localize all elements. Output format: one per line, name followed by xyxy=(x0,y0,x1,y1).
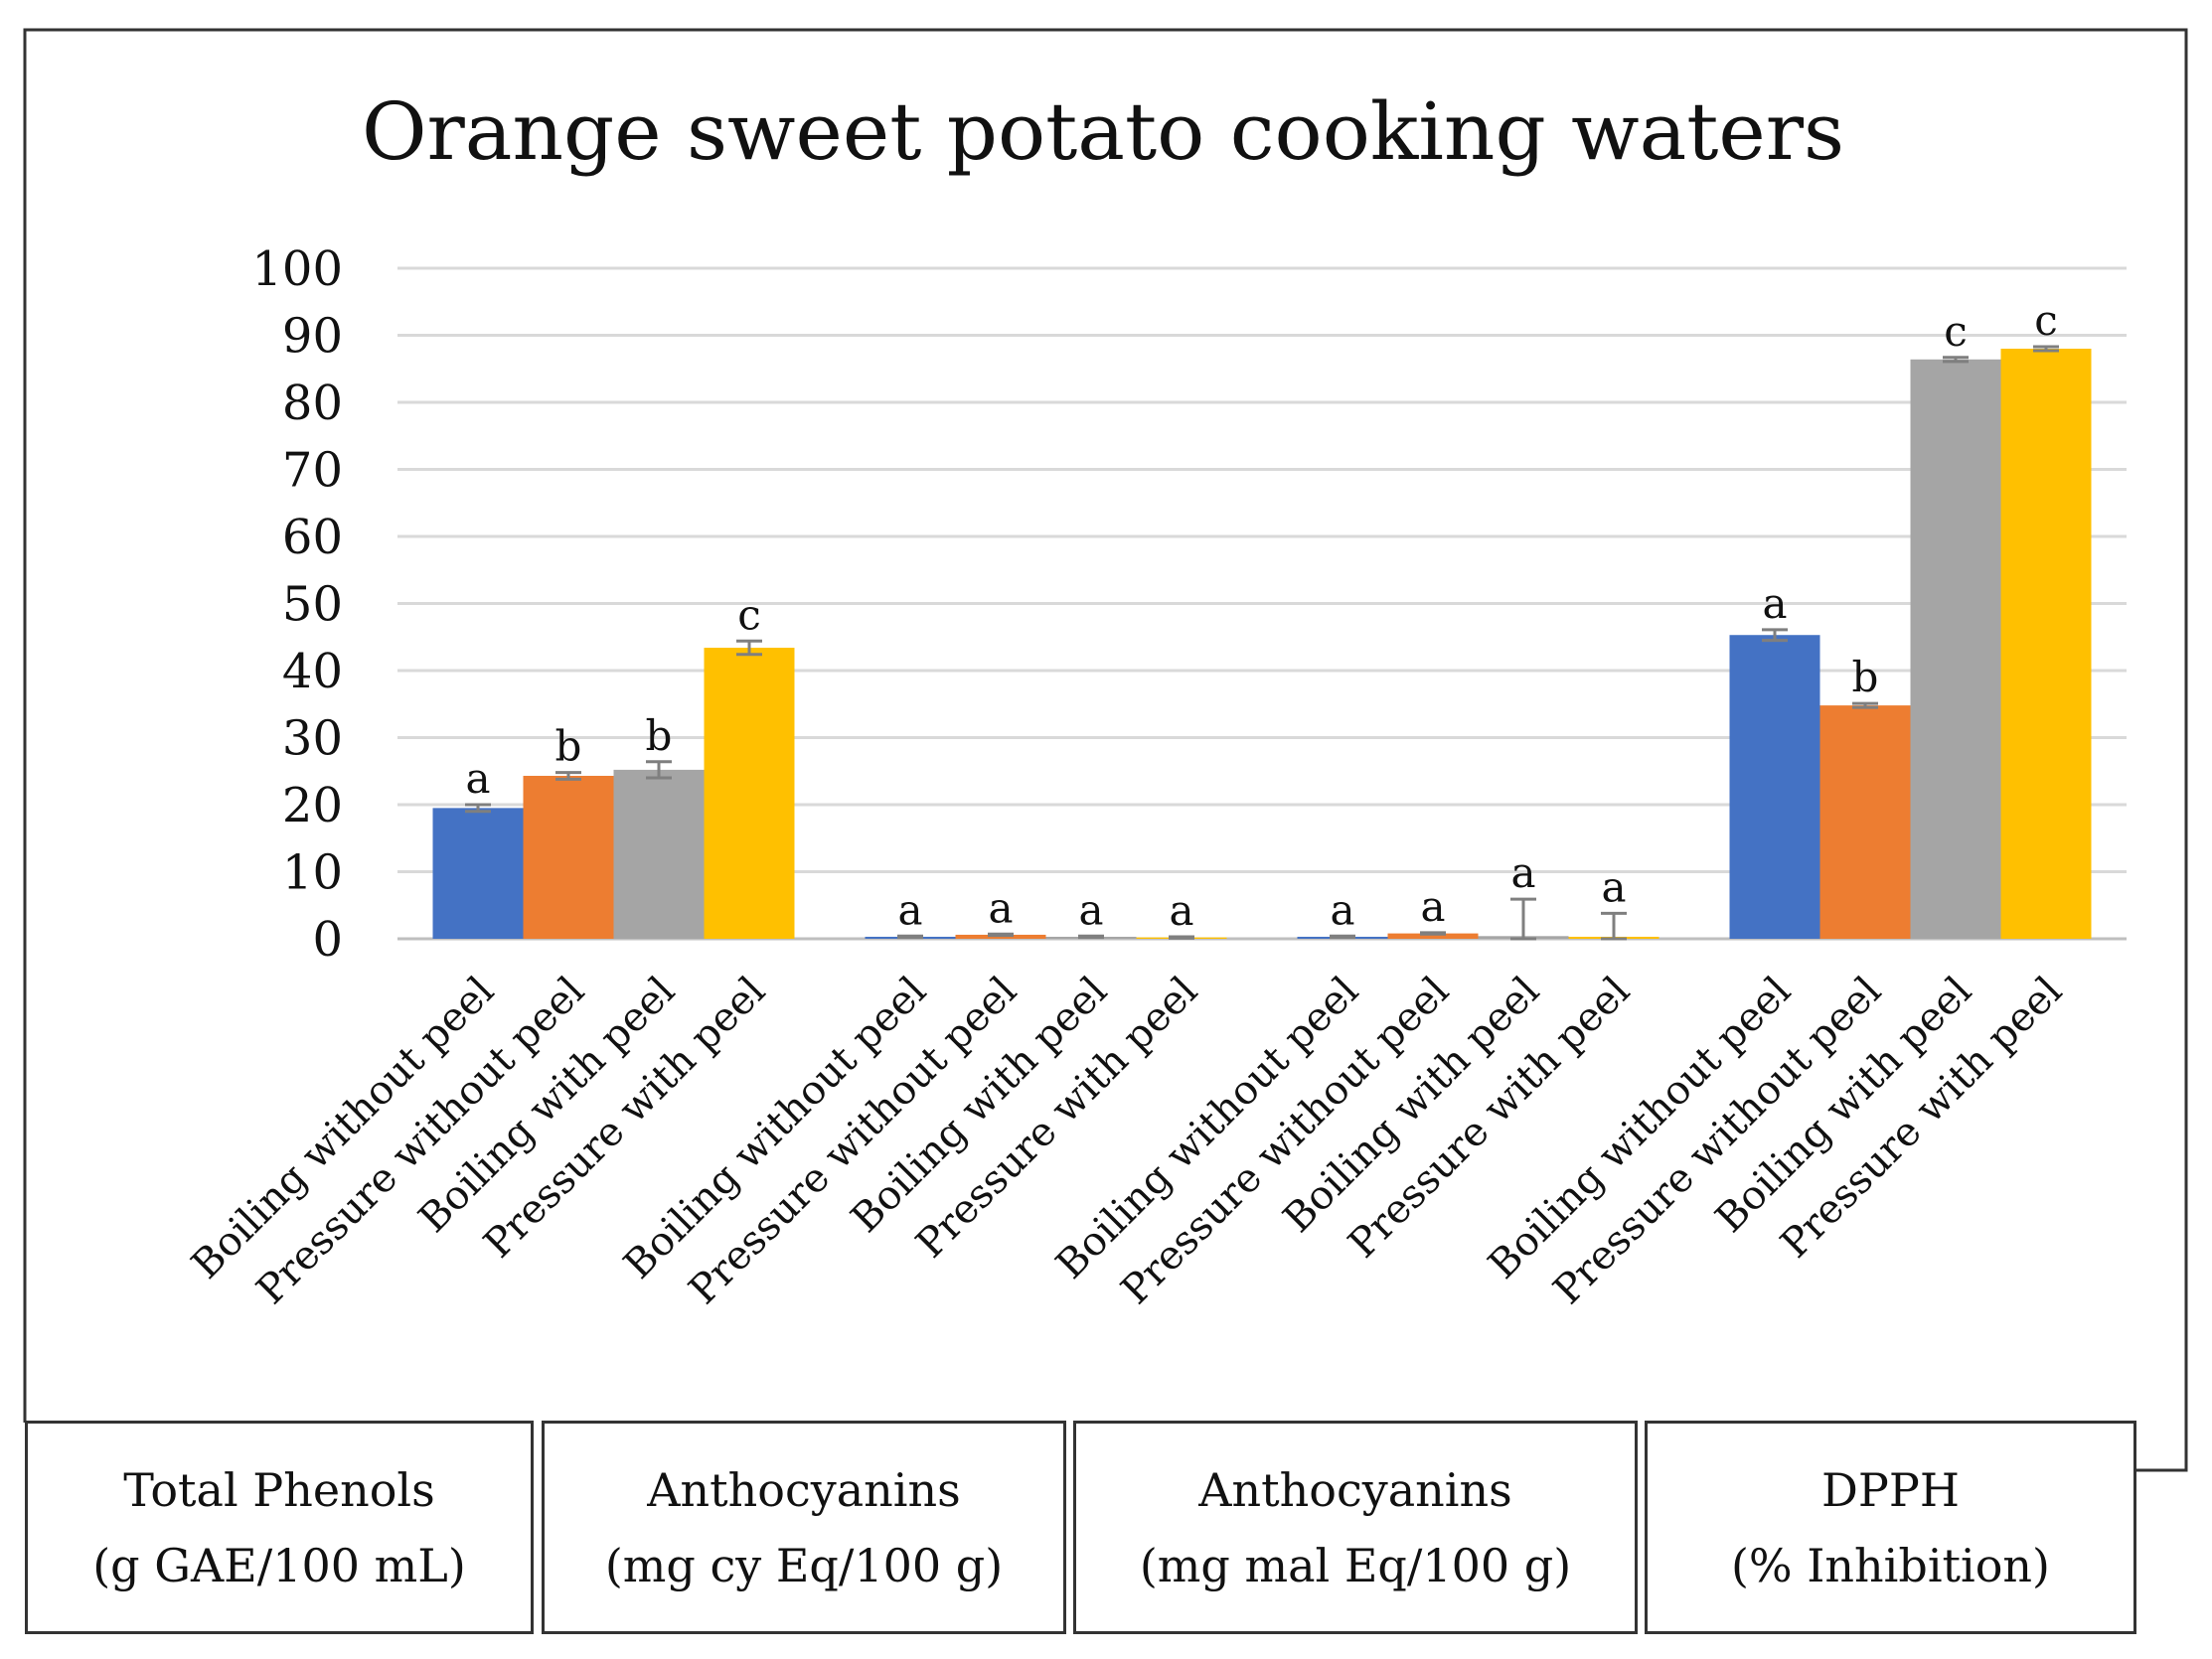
significance-letter: c xyxy=(2034,296,2058,345)
bar xyxy=(1387,933,1479,939)
y-tick-label: 0 xyxy=(312,912,343,968)
group-label-line2: (g GAE/100 mL) xyxy=(92,1538,466,1592)
y-tick-label: 80 xyxy=(282,376,343,431)
bar xyxy=(1910,359,2001,939)
bars xyxy=(432,349,2092,939)
group-label-line1: Total Phenols xyxy=(123,1462,435,1517)
y-tick-label: 50 xyxy=(282,577,343,633)
error-bars xyxy=(465,345,2059,941)
group-box-anthocyanins-cy: Anthocyanins (mg cy Eq/100 g) xyxy=(542,1421,1066,1634)
significance-letter: a xyxy=(1762,579,1787,628)
error-bar xyxy=(988,932,1014,938)
group-label-line2: (% Inhibition) xyxy=(1730,1538,2051,1592)
error-bar xyxy=(555,771,581,781)
y-tick-label: 100 xyxy=(251,241,343,297)
significance-letter: a xyxy=(897,885,922,934)
bar xyxy=(2000,349,2092,939)
significance-letter: a xyxy=(465,754,490,803)
error-bar xyxy=(1943,356,1969,364)
error-bar xyxy=(1852,701,1878,709)
error-bar xyxy=(2033,345,2059,353)
significance-letter: c xyxy=(737,590,761,639)
group-label-line1: DPPH xyxy=(1821,1462,1960,1517)
error-bar xyxy=(465,803,491,814)
group-label-line2: (mg cy Eq/100 g) xyxy=(604,1538,1004,1592)
y-tick-label: 10 xyxy=(282,845,343,901)
group-box-dpph: DPPH (% Inhibition) xyxy=(1645,1421,2136,1634)
error-bar xyxy=(1078,934,1104,940)
bar xyxy=(704,648,795,939)
y-tick-label: 60 xyxy=(282,510,343,565)
error-bar xyxy=(736,639,762,657)
group-label-line1: Anthocyanins xyxy=(1198,1462,1512,1517)
error-bar xyxy=(646,760,672,780)
bar xyxy=(523,775,614,939)
y-tick-label: 30 xyxy=(282,711,343,767)
bar xyxy=(1729,635,1820,939)
error-bar xyxy=(1330,934,1355,940)
bar xyxy=(613,769,705,939)
error-bar xyxy=(1420,931,1446,936)
chart-title: Orange sweet potato cooking waters xyxy=(362,85,1844,178)
error-bar xyxy=(897,934,923,940)
significance-letter: a xyxy=(1510,848,1535,897)
y-tick-label: 70 xyxy=(282,443,343,499)
y-tick-label: 20 xyxy=(282,778,343,833)
significance-letter: a xyxy=(1330,885,1354,934)
significance-letter: b xyxy=(555,722,582,771)
significance-letter: a xyxy=(1078,885,1103,934)
error-bar xyxy=(1510,897,1536,941)
group-box-total-phenols: Total Phenols (g GAE/100 mL) xyxy=(25,1421,534,1634)
group-label-line2: (mg mal Eq/100 g) xyxy=(1139,1538,1572,1592)
chart-frame xyxy=(23,28,2188,1472)
significance-letter: a xyxy=(1601,862,1626,911)
significance-letter: a xyxy=(988,883,1013,932)
y-tick-label: 90 xyxy=(282,309,343,365)
significance-letter: c xyxy=(1944,307,1968,356)
group-label-line1: Anthocyanins xyxy=(647,1462,961,1517)
y-tick-label: 40 xyxy=(282,644,343,699)
group-box-anthocyanins-mal: Anthocyanins (mg mal Eq/100 g) xyxy=(1073,1421,1638,1634)
y-axis-ticks: 0 10 20 30 40 50 60 70 80 90 100 xyxy=(251,241,343,968)
significance-letter: b xyxy=(1852,653,1879,701)
significance-letter: a xyxy=(1169,886,1193,935)
bar xyxy=(1819,705,1911,939)
significance-letters: a b b c a a a a a a a a a b c c xyxy=(465,296,2057,935)
error-bar xyxy=(1601,911,1627,941)
error-bar xyxy=(1169,935,1194,940)
significance-letter: b xyxy=(646,711,673,760)
significance-letter: a xyxy=(1420,882,1445,931)
bar xyxy=(432,808,524,939)
error-bar xyxy=(1762,628,1788,643)
